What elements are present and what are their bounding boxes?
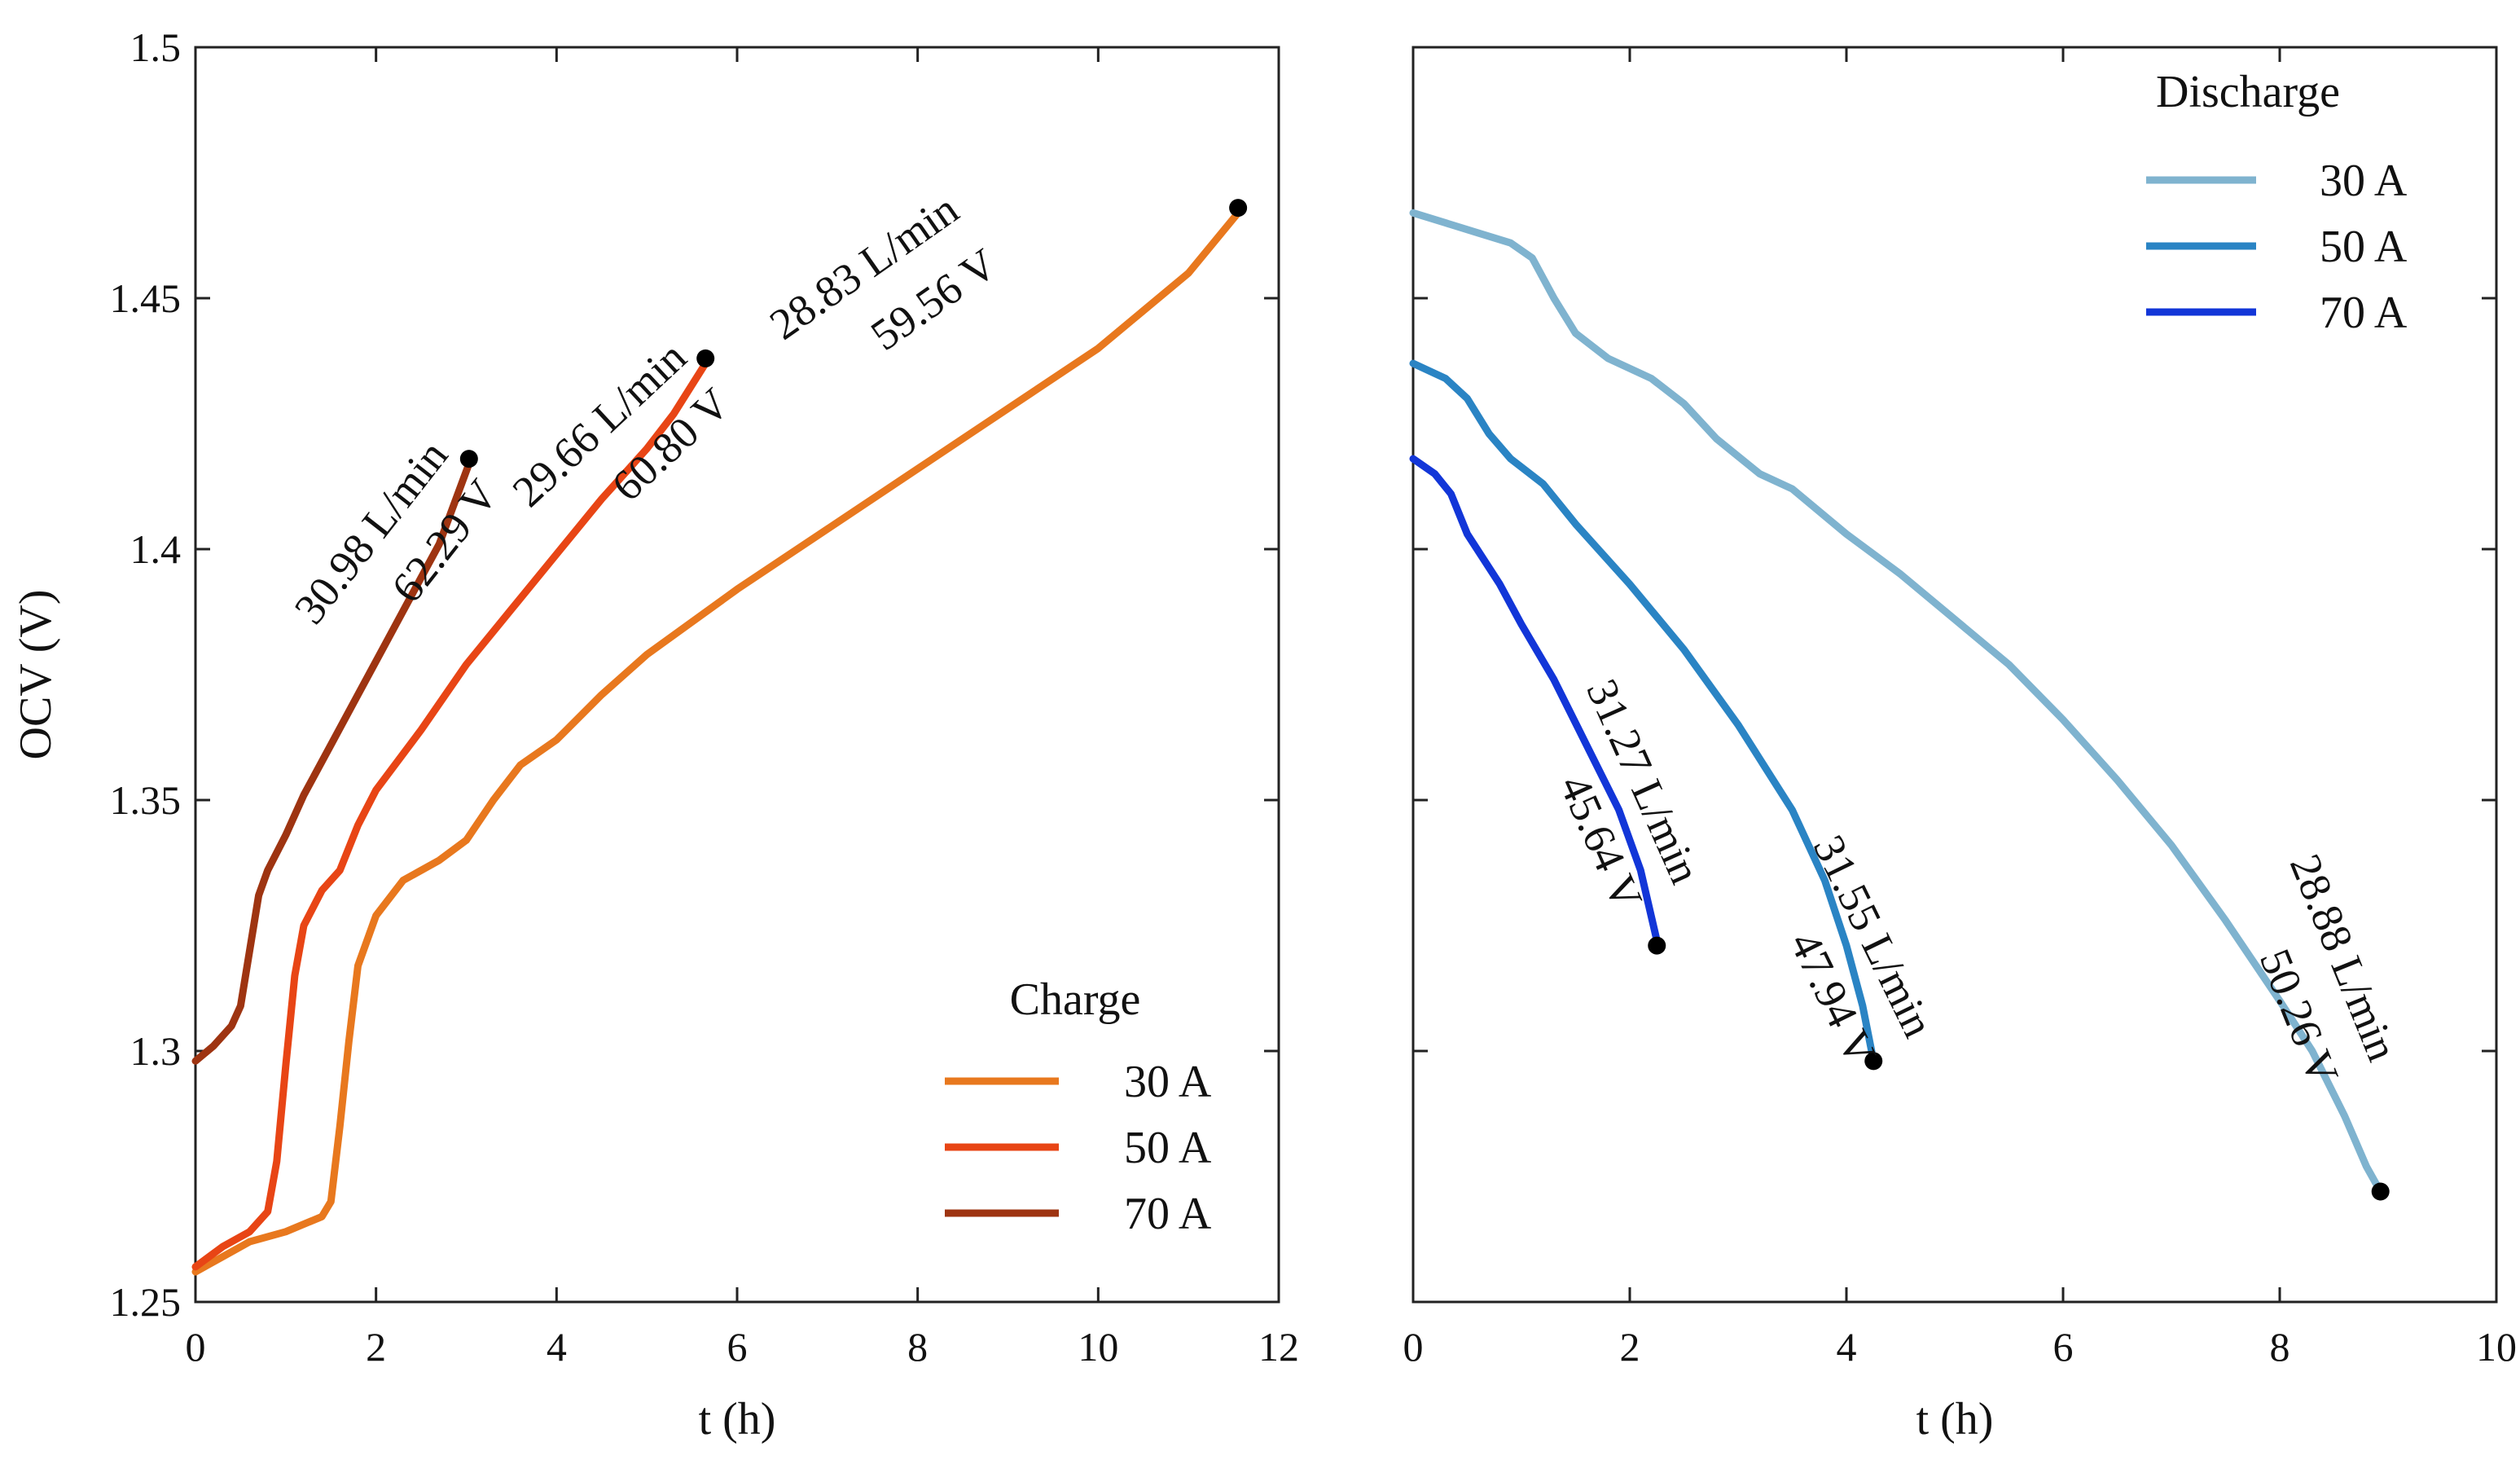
end-marker (459, 450, 478, 468)
x-tick-label: 4 (1837, 1324, 1857, 1370)
y-tick-label: 1.25 (110, 1279, 182, 1325)
end-marker (1229, 199, 1248, 218)
legend-title: Charge (1010, 974, 1141, 1025)
end-marker (2371, 1182, 2390, 1201)
x-tick-label: 6 (2053, 1324, 2074, 1370)
legend-label: 50 A (1124, 1123, 1212, 1173)
legend-label: 50 A (2320, 222, 2408, 272)
y-tick-label: 1.3 (130, 1028, 182, 1074)
x-tick-label: 2 (366, 1324, 386, 1370)
y-tick-label: 1.35 (110, 777, 182, 823)
y-tick-label: 1.5 (130, 24, 182, 70)
y-axis-title: OCV (V) (11, 590, 61, 760)
series-line-30a (1409, 209, 2385, 1195)
series-line-50a (1409, 359, 1877, 1065)
legend-label: 30 A (1124, 1057, 1212, 1107)
end-marker (1864, 1052, 1883, 1071)
y-tick-label: 1.45 (110, 275, 182, 321)
series-line-70a (1409, 455, 1661, 944)
x-axis-title: t (h) (699, 1394, 776, 1445)
plot-frame (194, 46, 1280, 1304)
charge-panel: 0 2 4 6 8 10 12 1.25 1.3 1.35 1.4 1.45 1.5 t (h) OCV (… (11, 24, 1299, 1445)
end-marker (1648, 936, 1666, 955)
x-tick-label: 12 (1258, 1324, 1299, 1370)
x-tick-label: 0 (186, 1324, 206, 1370)
legend-label: 30 A (2320, 156, 2408, 206)
x-tick-label: 6 (727, 1324, 748, 1370)
series-line-70a (191, 460, 473, 1065)
x-tick-label: 10 (2476, 1324, 2517, 1370)
plot-frame (1411, 46, 2498, 1304)
x-axis-title: t (h) (1916, 1394, 1994, 1445)
end-marker (696, 349, 715, 367)
series-line-50a (191, 359, 709, 1271)
x-tick-label: 8 (907, 1324, 928, 1370)
series-line-30a (191, 209, 1242, 1276)
legend-label: 70 A (1124, 1189, 1212, 1239)
x-tick-label: 2 (1620, 1324, 1640, 1370)
x-tick-label: 0 (1403, 1324, 1424, 1370)
legend-title: Discharge (2156, 67, 2340, 117)
y-tick-label: 1.4 (130, 526, 182, 572)
x-tick-label: 8 (2270, 1324, 2290, 1370)
legend-label: 70 A (2320, 288, 2408, 338)
x-tick-label: 10 (1078, 1324, 1118, 1370)
x-tick-label: 4 (547, 1324, 567, 1370)
